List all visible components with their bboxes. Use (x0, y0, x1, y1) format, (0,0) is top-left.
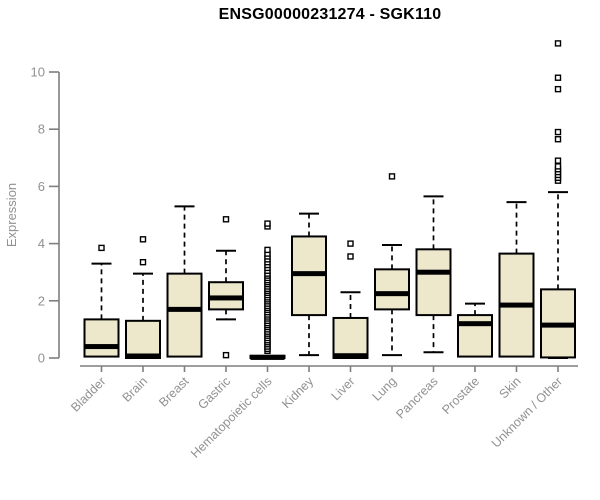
x-tick-label-breast: Breast (156, 374, 192, 410)
box-bladder (83, 244, 120, 358)
outlier-point (222, 351, 230, 359)
outlier-point (554, 163, 562, 170)
median-line (250, 354, 285, 360)
outlier-point (554, 74, 562, 81)
y-tick-label: 0 (38, 351, 45, 366)
box-liver (332, 240, 369, 359)
median-line (292, 271, 326, 277)
box-hematopoietic-cells (249, 220, 286, 360)
x-tick-label-lung: Lung (370, 374, 400, 404)
outlier-point (388, 173, 396, 180)
outlier-point (554, 40, 562, 47)
median-line (416, 269, 451, 275)
iqr-box (332, 316, 369, 359)
y-tick-label: 10 (31, 65, 45, 80)
y-axis-label: Expression (4, 183, 19, 247)
y-tick-label: 4 (38, 236, 45, 251)
iqr-box (374, 268, 410, 311)
x-tick-label-prostate: Prostate (439, 374, 482, 417)
box-unknown-other (540, 40, 576, 359)
outlier-point (554, 85, 562, 93)
box-breast (166, 205, 203, 358)
x-tick-label-brain: Brain (120, 374, 151, 405)
median-line (84, 344, 119, 350)
y-tick-label: 6 (38, 179, 45, 194)
median-line (333, 353, 368, 359)
y-axis: 0 2 4 6 8 10 Expression (4, 65, 60, 366)
y-tick-label: 8 (38, 122, 45, 137)
x-tick-label-kidney: Kidney (279, 374, 316, 411)
box-pancreas (415, 195, 452, 354)
outlier-point (554, 128, 562, 136)
outlier-point (554, 157, 562, 164)
outlier-point (139, 236, 147, 243)
iqr-box (415, 248, 452, 317)
outlier-point (222, 216, 230, 223)
x-tick-label-pancreas: Pancreas (393, 374, 440, 421)
outlier-point (347, 253, 354, 260)
median-line (167, 306, 202, 312)
box-brain (125, 236, 161, 360)
outlier-point (347, 240, 354, 247)
chart-title: ENSG00000231274 - SGK110 (218, 6, 442, 23)
median-line (499, 302, 534, 308)
iqr-box (83, 318, 120, 358)
outlier-point (98, 244, 105, 252)
median-line (126, 353, 160, 359)
x-tick-label-skin: Skin (497, 374, 524, 401)
box-gastric (208, 216, 244, 359)
box-skin (498, 201, 535, 358)
x-tick-label-hematopoietic-cells: Hematopoietic cells (188, 374, 275, 461)
box-kidney (291, 212, 327, 357)
x-tick-label-bladder: Bladder (68, 374, 108, 414)
outlier-point (139, 258, 147, 266)
outlier-point (264, 246, 271, 254)
median-line (458, 321, 492, 327)
x-tick-label-liver: Liver (329, 374, 358, 403)
outlier-point (264, 220, 271, 227)
box-lung (374, 173, 410, 357)
iqr-box (125, 319, 161, 360)
x-tick-label-gastric: Gastric (195, 374, 233, 412)
median-line (541, 322, 575, 328)
x-tick-label-unknown-other: Unknown / Other (489, 374, 565, 450)
iqr-box (166, 272, 203, 358)
median-line (375, 291, 409, 297)
box-prostate (457, 302, 493, 358)
y-tick-label: 2 (38, 293, 45, 308)
median-line (209, 295, 243, 301)
outlier-point (554, 136, 562, 143)
